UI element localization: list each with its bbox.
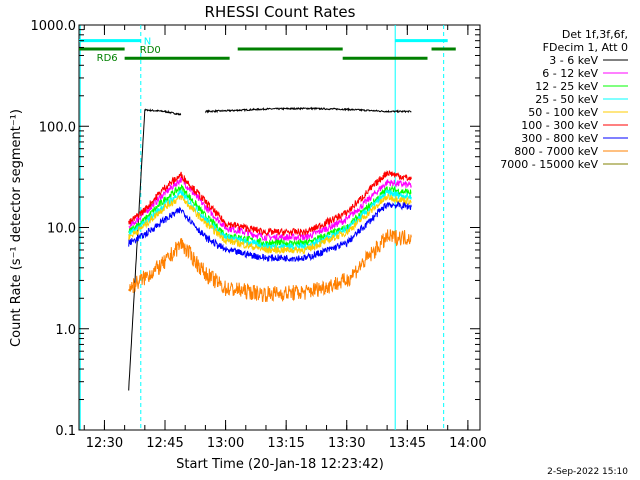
y-tick-label-3: 100.0 bbox=[39, 120, 76, 135]
annotation-label-1: RD0 bbox=[140, 45, 161, 56]
footer-timestamp: 2-Sep-2022 15:10 bbox=[547, 467, 628, 477]
series-line-4 bbox=[128, 193, 412, 255]
annotation-label-2: RD6 bbox=[97, 53, 118, 64]
x-axis-label: Start Time (20-Jan-18 12:23:42) bbox=[176, 457, 384, 472]
chart-title: RHESSI Count Rates bbox=[205, 3, 356, 21]
x-tick-label-1: 12:45 bbox=[146, 436, 183, 451]
series-line-2 bbox=[128, 184, 412, 248]
x-tick-label-4: 13:30 bbox=[328, 436, 365, 451]
x-axis-ticks: 12:30 12:45 13:00 13:15 13:30 13:45 14:00 bbox=[83, 25, 487, 451]
annotation-label-0: N bbox=[144, 37, 151, 48]
legend-header-1: FDecim 1, Att 0 bbox=[543, 41, 628, 54]
legend-label-1: 6 - 12 keV bbox=[542, 67, 598, 80]
y-tick-label-2: 10.0 bbox=[47, 222, 76, 237]
legend-label-6: 300 - 800 keV bbox=[521, 132, 598, 145]
legend-label-3: 25 - 50 keV bbox=[535, 93, 598, 106]
y-tick-label-0: 0.1 bbox=[55, 424, 76, 439]
y-axis-label: Count Rate (s⁻¹ detector segment⁻¹) bbox=[9, 109, 24, 347]
x-tick-label-5: 13:45 bbox=[389, 436, 426, 451]
series-line-1 bbox=[128, 176, 412, 243]
legend-label-4: 50 - 100 keV bbox=[528, 106, 598, 119]
series-line-6 bbox=[128, 201, 412, 263]
x-tick-label-3: 13:15 bbox=[267, 436, 304, 451]
x-tick-label-0: 12:30 bbox=[86, 436, 123, 451]
y-tick-label-4: 1000.0 bbox=[31, 19, 77, 34]
legend-label-2: 12 - 25 keV bbox=[535, 80, 598, 93]
legend-label-5: 100 - 300 keV bbox=[521, 119, 598, 132]
series-line-5 bbox=[128, 170, 412, 238]
legend-label-7: 800 - 7000 keV bbox=[514, 145, 598, 158]
y-axis-ticks: 0.1 1.0 10.0 100.0 1000.0 bbox=[31, 19, 480, 439]
x-tick-label-2: 13:00 bbox=[207, 436, 244, 451]
series-lines bbox=[128, 106, 412, 391]
x-tick-label-6: 14:00 bbox=[449, 436, 486, 451]
y-tick-label-1: 1.0 bbox=[55, 323, 76, 338]
legend-label-0: 3 - 6 keV bbox=[549, 54, 598, 67]
legend-label-8: 7000 - 15000 keV bbox=[500, 158, 598, 171]
legend-header-0: Det 1f,3f,6f, bbox=[562, 28, 628, 41]
series-line-7 bbox=[128, 229, 412, 303]
